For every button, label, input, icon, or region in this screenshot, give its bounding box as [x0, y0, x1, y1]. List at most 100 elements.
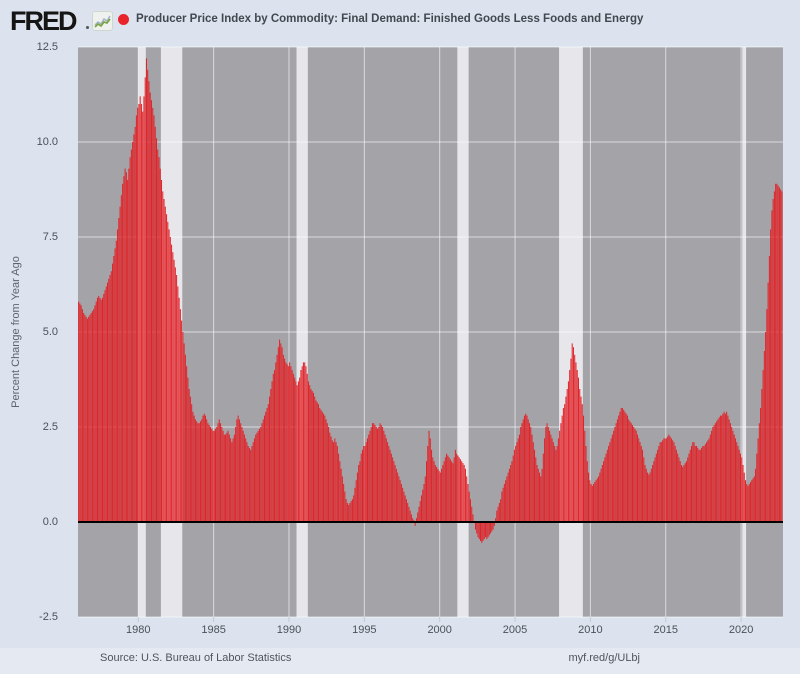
data-bar	[429, 438, 431, 522]
data-bar	[209, 427, 212, 522]
data-bar	[644, 465, 646, 522]
data-bar	[540, 476, 542, 522]
data-bar	[207, 423, 209, 522]
data-bar	[483, 522, 485, 540]
data-bar	[436, 466, 438, 522]
data-bar	[192, 411, 194, 522]
data-bar	[623, 409, 625, 522]
data-bar	[478, 522, 480, 540]
data-bar	[145, 58, 147, 523]
data-bar	[511, 461, 513, 522]
data-bar	[658, 446, 660, 522]
y-tick-label: 5.0	[42, 326, 58, 338]
data-bar	[364, 446, 366, 522]
data-bar	[703, 446, 705, 522]
data-bar	[773, 191, 775, 522]
data-bar	[253, 438, 255, 522]
data-bar	[272, 373, 274, 522]
chart-header: FRED Producer Price Index by Commodity: …	[0, 0, 800, 42]
data-bar	[503, 484, 505, 522]
data-bar	[515, 446, 517, 522]
data-bar	[348, 504, 350, 522]
data-bar	[203, 413, 205, 522]
data-bar	[709, 434, 711, 522]
data-bar	[80, 305, 82, 522]
data-bar	[346, 503, 348, 522]
data-bar	[693, 442, 695, 522]
data-bar	[532, 442, 534, 522]
data-bar	[453, 457, 455, 522]
data-bar	[171, 244, 173, 522]
data-bar	[508, 468, 510, 522]
data-bar	[579, 389, 581, 522]
data-bar	[237, 415, 239, 522]
data-bar	[467, 484, 469, 522]
data-bar	[369, 430, 371, 522]
data-bar	[461, 461, 463, 522]
data-bar	[561, 415, 563, 522]
data-bar	[89, 314, 91, 522]
data-bar	[350, 501, 352, 522]
data-bar	[625, 413, 627, 522]
data-bar	[777, 185, 779, 522]
data-bar	[202, 415, 204, 522]
data-bar	[726, 411, 728, 522]
data-bar	[98, 295, 100, 522]
data-bar	[144, 77, 146, 523]
data-bar	[380, 425, 382, 522]
data-bar	[763, 351, 765, 522]
h-gridline	[78, 426, 783, 428]
data-bar	[289, 362, 291, 522]
data-bar	[750, 482, 752, 522]
data-bar	[564, 404, 566, 522]
data-bar	[345, 499, 347, 522]
data-bar	[129, 157, 131, 522]
data-bar	[176, 275, 178, 522]
data-bar	[403, 491, 405, 522]
data-bar	[742, 465, 744, 522]
data-bar	[747, 485, 749, 522]
data-bar	[309, 385, 311, 522]
data-bar	[248, 447, 250, 522]
data-bar	[522, 419, 524, 522]
data-bar	[358, 465, 360, 522]
data-bar	[85, 316, 87, 522]
data-bar	[184, 354, 186, 522]
data-bar	[152, 107, 154, 523]
data-bar	[673, 442, 675, 522]
data-bar	[537, 468, 539, 522]
data-bar	[767, 282, 769, 522]
data-bar	[643, 457, 645, 522]
data-bar	[609, 442, 611, 522]
data-bar	[221, 427, 223, 522]
data-bar	[682, 466, 684, 522]
data-bar	[442, 465, 444, 522]
permalink[interactable]: myf.red/g/ULbj	[568, 652, 640, 664]
data-bar	[366, 438, 369, 522]
data-bar	[606, 449, 608, 522]
data-bar	[466, 476, 468, 522]
data-bar	[206, 419, 208, 522]
data-bar	[585, 446, 587, 522]
data-bar	[528, 423, 531, 522]
data-bar	[223, 434, 225, 522]
data-bar	[117, 229, 119, 522]
data-bar	[400, 484, 402, 522]
data-bar	[312, 392, 315, 522]
data-bar	[477, 522, 479, 538]
data-bar	[539, 472, 541, 522]
data-bar	[199, 421, 201, 522]
data-bar	[319, 408, 321, 522]
data-bar	[506, 476, 508, 522]
data-bar	[279, 339, 281, 522]
data-bar	[567, 381, 569, 522]
data-bar	[110, 271, 112, 522]
data-bar	[372, 423, 374, 522]
data-bar	[320, 409, 322, 522]
data-bar	[481, 522, 483, 543]
data-bar	[518, 434, 520, 522]
data-bar	[634, 428, 636, 522]
data-bar	[133, 134, 135, 522]
data-bar	[516, 442, 518, 522]
